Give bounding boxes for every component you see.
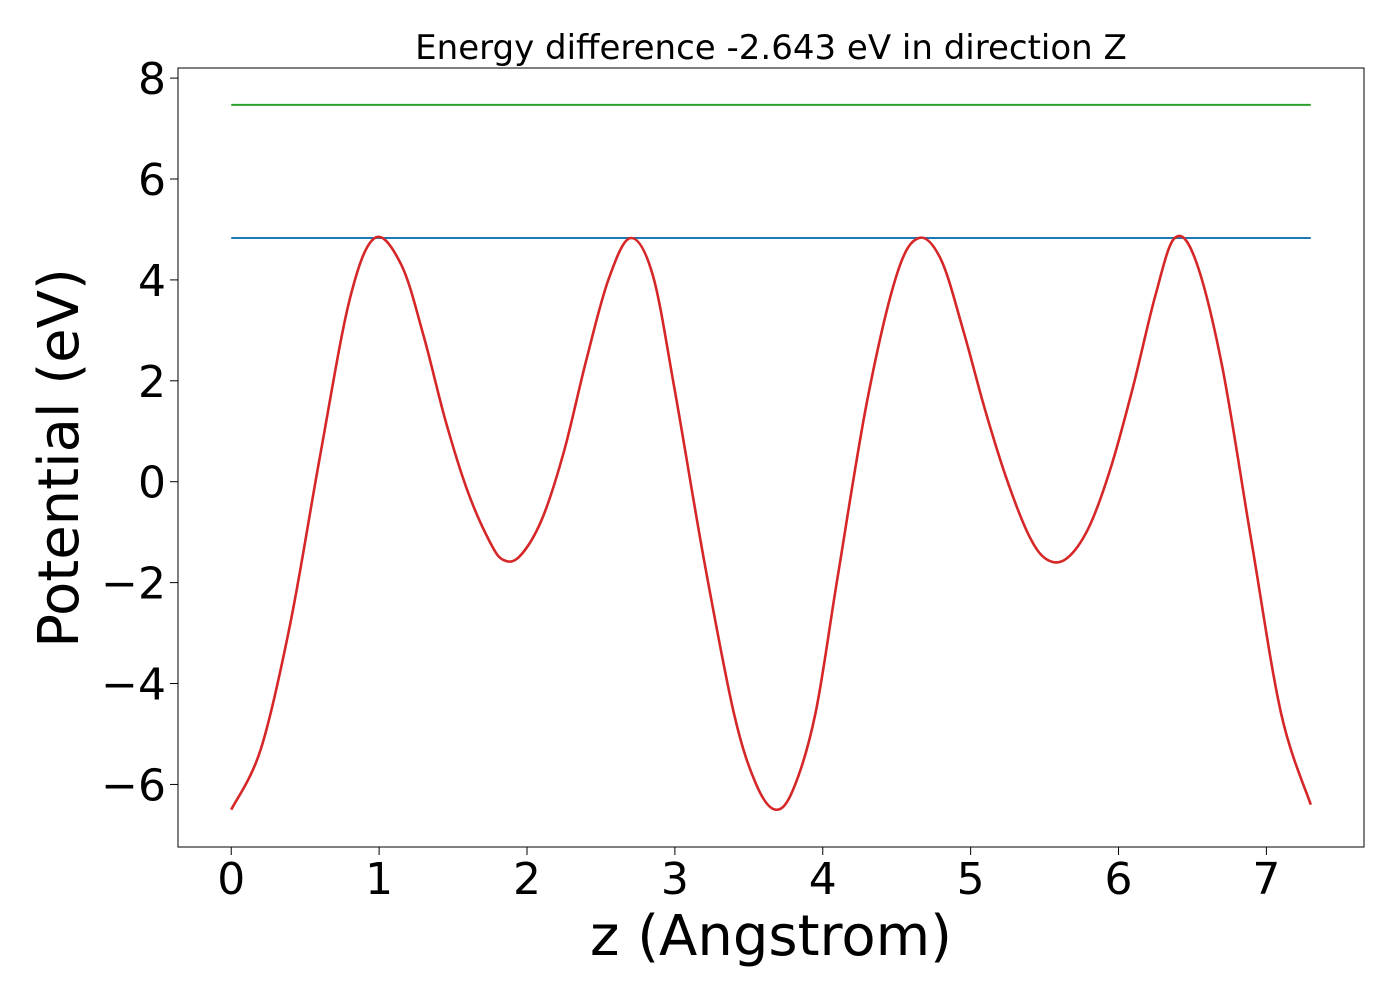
x-tick-label: 6: [1105, 854, 1133, 905]
y-tick-label: 0: [138, 458, 166, 509]
x-tick-label: 4: [809, 854, 837, 905]
x-axis-ticks: 0 1 2 3 4 5 6 7: [217, 847, 1280, 905]
plot-frame: [177, 67, 1365, 848]
x-tick-label: 0: [217, 854, 245, 905]
x-axis-label: z (Angstrom): [590, 904, 952, 969]
y-tick-label: −4: [101, 660, 166, 711]
y-tick-label: 6: [138, 155, 166, 206]
x-tick-label: 3: [661, 854, 689, 905]
y-tick-label: −2: [101, 559, 166, 610]
y-tick-label: 4: [138, 256, 166, 307]
series-layer: [230, 103, 1312, 811]
plot-background: [178, 68, 1364, 847]
x-tick-label: 5: [957, 854, 985, 905]
y-tick-label: −6: [101, 760, 166, 811]
series-line-0: [230, 234, 1312, 811]
y-tick-label: 8: [138, 54, 166, 105]
y-axis-label: Potential (eV): [27, 268, 92, 648]
y-axis-ticks: −6 −4 −2 0 2 4 6 8: [101, 54, 178, 811]
chart-title: Energy difference -2.643 eV in direction…: [415, 28, 1127, 68]
x-tick-label: 7: [1252, 854, 1280, 905]
x-tick-label: 1: [365, 854, 393, 905]
y-tick-label: 2: [138, 357, 166, 408]
x-tick-label: 2: [513, 854, 541, 905]
